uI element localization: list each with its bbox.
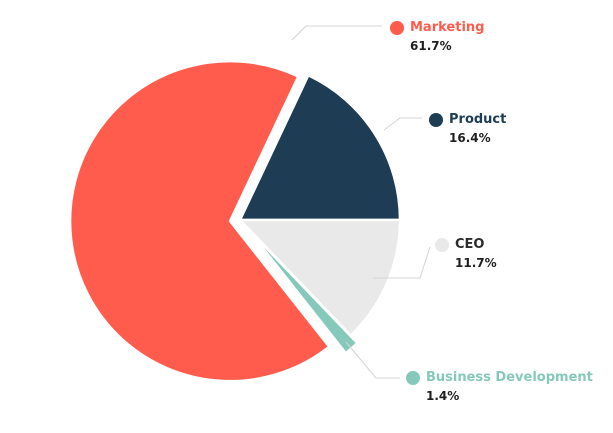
- legend-dot-business-development: [406, 371, 420, 385]
- legend-dot-ceo: [435, 238, 449, 252]
- legend-dot-product: [429, 113, 443, 127]
- leader-line-business-development: [345, 341, 400, 379]
- legend-value-business-development: 1.4%: [426, 389, 460, 403]
- leader-lines: [291, 25, 431, 379]
- legend-value-product: 16.4%: [449, 131, 491, 145]
- pie-slice-marketing: [68, 59, 331, 383]
- legend-dot-marketing: [390, 21, 404, 35]
- legend-label-ceo: CEO: [455, 237, 485, 252]
- leader-line-product: [383, 117, 422, 131]
- pie-slice-ceo: [238, 218, 402, 337]
- legend-label-product: Product: [449, 112, 507, 127]
- pie-slices: [68, 59, 402, 383]
- legend-value-marketing: 61.7%: [410, 39, 452, 53]
- leader-line-marketing: [291, 25, 382, 41]
- leader-line-ceo: [373, 246, 431, 279]
- legend-value-ceo: 11.7%: [455, 256, 497, 270]
- pie-slice-product: [238, 74, 402, 222]
- legend-label-business-development: Business Development: [426, 370, 593, 385]
- legend-label-marketing: Marketing: [410, 20, 485, 35]
